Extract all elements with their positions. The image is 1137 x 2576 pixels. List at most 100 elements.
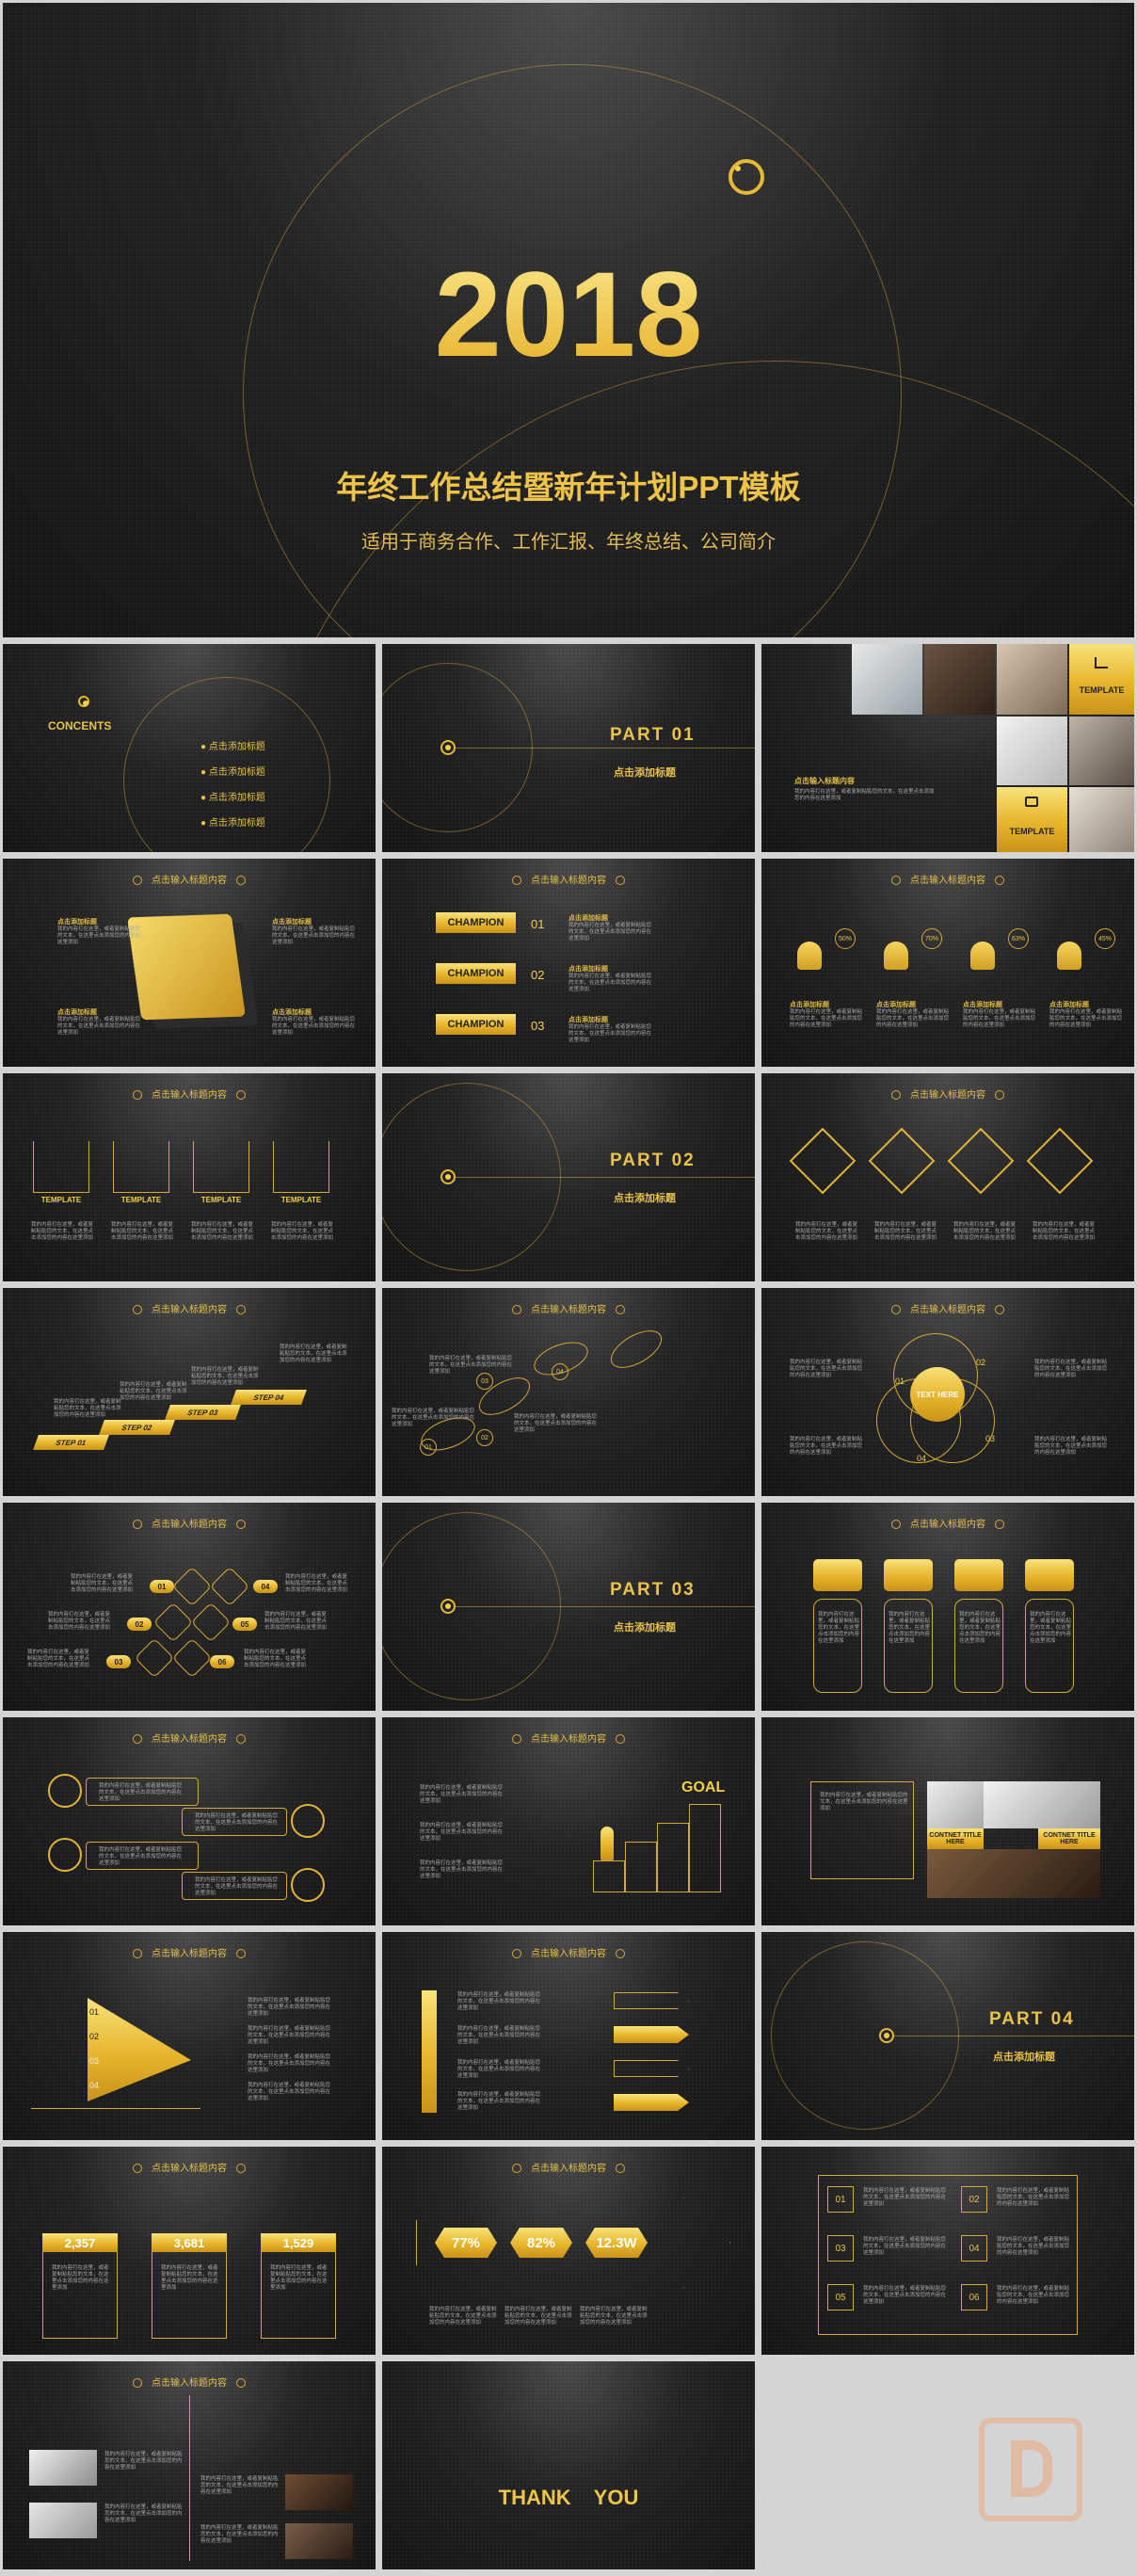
contents-item-3[interactable]: ● 点击添加标题 — [200, 793, 265, 803]
photo-phone — [1069, 716, 1134, 785]
text-body: 我的内容打在这里，或者复制粘贴您的文本，在这里点击添加您的内容在这里添加 — [195, 1813, 279, 1832]
slide-contents[interactable]: CONCENTS ● 点击添加标题 ● 点击添加标题 ● 点击添加标题 ● 点击… — [3, 644, 376, 852]
text-body: 我的内容打在这里，或者复制粘贴您的文本，在这里点击添加您的内容在这里添加 — [790, 1360, 863, 1378]
step-label: STEP 03 — [185, 1408, 220, 1417]
slide-template-photos[interactable]: TEMPLATE TEMPLATE 点击输入标题内容 我的内容打在这里，或者复制… — [761, 644, 1134, 852]
grid-num: 04 — [961, 2235, 987, 2262]
arrow-filled — [614, 2026, 689, 2043]
text-body: 我的内容打在这里，或者复制粘贴您的文本，在这里点击添加您的内容在这里添加 — [191, 1222, 254, 1241]
percent-badge: 45% — [1095, 928, 1115, 949]
text-title: 点击添加标题 — [272, 1009, 312, 1016]
text-body: 我的内容打在这里，或者复制粘贴您的文本，在这里点击添加您的内容在这里添加 — [1049, 1009, 1123, 1028]
slide-part-02[interactable]: PART 02 点击添加标题 — [382, 1073, 755, 1281]
slide-title: 点击输入标题内容 — [382, 1301, 755, 1315]
contents-item-label: 点击添加标题 — [208, 818, 265, 829]
banner — [182, 1872, 287, 1900]
part-dot-icon — [879, 2028, 894, 2043]
photo-tablet — [852, 644, 922, 715]
template-tile-bottom: TEMPLATE — [997, 787, 1067, 852]
target-icon — [813, 1559, 862, 1591]
template-body: 我的内容打在这里，或者复制粘贴您的文本，在这里点击添加您的内容在这里添加 — [794, 789, 935, 801]
text-title: 点击添加标题 — [568, 966, 608, 973]
slide-title: 点击输入标题内容 — [382, 1731, 755, 1745]
text-frame — [810, 1781, 914, 1879]
part-line — [456, 1606, 755, 1607]
arrow-outline — [614, 2060, 689, 2077]
slide-thank-you[interactable]: THANK YOU — [382, 2361, 755, 2569]
arrow-filled — [614, 2094, 689, 2111]
text-body: 我的内容打在这里，或者复制粘贴您的文本，在这里点击添加您的内容在这里添加 — [248, 2083, 331, 2101]
slide-title: 点击输入标题内容 — [3, 872, 376, 886]
contents-item-2[interactable]: ● 点击添加标题 — [200, 767, 265, 778]
contents-item-4[interactable]: ● 点击添加标题 — [200, 818, 265, 829]
text-body: 我的内容打在这里，或者复制粘贴您的文本，在这里点击添加您的内容在这里添加 — [514, 1414, 598, 1433]
part-line — [456, 1177, 755, 1178]
slide-puzzle[interactable]: 点击输入标题内容 点击添加标题 我的内容打在这里，或者复制粘贴您的文本，在这里点… — [3, 859, 376, 1067]
text-body: 我的内容打在这里，或者复制粘贴您的文本，在这里点击添加您的内容在这里添加 — [504, 2307, 572, 2326]
text-body: 我的内容打在这里，或者复制粘贴您的文本，在这里点击添加您的内容在这里添加 — [863, 2237, 947, 2256]
slide-diamonds[interactable]: 点击输入标题内容 我的内容打在这里，或者复制粘贴您的文本，在这里点击添加您的内容… — [761, 1073, 1134, 1281]
hex-stat: 12.3W — [585, 2228, 648, 2258]
slide-steps[interactable]: 点击输入标题内容 STEP 01 STEP 02 STEP 03 STEP 04… — [3, 1288, 376, 1496]
brand-watermark-logo — [979, 2418, 1082, 2521]
text-body: 我的内容打在这里，或者复制粘贴您的文本，在这里点击添加您的内容在这里添加 — [420, 1823, 504, 1842]
grid-num: 05 — [827, 2284, 854, 2310]
slide-arrows-template[interactable]: 点击输入标题内容 TEMPLATE TEMPLATE TEMPLATE TEMP… — [3, 1073, 376, 1281]
text-body: 我的内容打在这里，或者复制粘贴您的文本，在这里点击添加您的内容在这里添加 — [392, 1409, 475, 1427]
stat-frame — [42, 2252, 118, 2339]
slide-pyramid[interactable]: 点击输入标题内容 01 02 03 04 我的内容打在这里，或者复制粘贴您的文本… — [3, 1932, 376, 2140]
slide-number-grid[interactable]: 01 02 03 04 05 06 我的内容打在这里，或者复制粘贴您的文本，在这… — [761, 2147, 1134, 2355]
slide-footprints[interactable]: 点击输入标题内容 01 02 03 04 我的内容打在这里，或者复制粘贴您的文本… — [382, 1288, 755, 1496]
text-body: 我的内容打在这里，或者复制粘贴您的文本，在这里点击添加您的内容在这里添加 — [876, 1009, 950, 1028]
slide-part-03[interactable]: PART 03 点击添加标题 — [382, 1503, 755, 1711]
slide-contnet[interactable]: 我的内容打在这里，或者复制粘贴您的文本，在这里点击添加您的内容在这里添加 CON… — [761, 1717, 1134, 1925]
text-body: 我的内容打在这里，或者复制粘贴您的文本，在这里点击添加您的内容在这里添加 — [953, 1222, 1017, 1241]
text-body: 我的内容打在这里，或者复制粘贴您的文本，在这里点击添加您的内容在这里添加 — [1030, 1612, 1072, 1644]
bulb-icon — [48, 1838, 82, 1872]
percent-badge: 63% — [1008, 928, 1029, 949]
text-title: 点击添加标题 — [568, 1017, 608, 1023]
text-body: 我的内容打在这里，或者复制粘贴您的文本，在这里点击添加您的内容在这里添加 — [104, 2452, 183, 2471]
part-subtitle: 点击添加标题 — [614, 767, 676, 779]
slide-title: 点击输入标题内容 — [3, 2160, 376, 2174]
timeline-line — [189, 2395, 190, 2561]
slide-hex-stats[interactable]: 点击输入标题内容 77% 82% 12.3W 我的内容打在这里，或者复制粘贴您的… — [382, 2147, 755, 2355]
slide-champion[interactable]: 点击输入标题内容 CHAMPION CHAMPION CHAMPION 01 0… — [382, 859, 755, 1067]
template-heading: 点击输入标题内容 — [794, 777, 855, 785]
text-body: 我的内容打在这里，或者复制粘贴您的文本，在这里点击添加您的内容在这里添加 — [285, 1574, 348, 1593]
photo-hands — [1069, 787, 1134, 852]
slide-part-01[interactable]: PART 01 点击添加标题 — [382, 644, 755, 852]
slide-goal[interactable]: 点击输入标题内容 GOAL 我的内容打在这里，或者复制粘贴您的文本，在这里点击添… — [382, 1717, 755, 1925]
column-box — [884, 1599, 933, 1693]
template-tile-label: TEMPLATE — [1009, 827, 1055, 836]
cover-slide[interactable]: 2018 年终工作总结暨新年计划PPT模板 适用于商务合作、工作汇报、年终总结、… — [3, 3, 1134, 637]
slide-hex-banners[interactable]: 点击输入标题内容 我的内容打在这里，或者复制粘贴您的文本，在这里点击添加您的内容… — [3, 1717, 376, 1925]
slide-timeline-photos[interactable]: 点击输入标题内容 我的内容打在这里，或者复制粘贴您的文本，在这里点击添加您的内容… — [3, 2361, 376, 2569]
part-subtitle: 点击添加标题 — [614, 1193, 676, 1204]
contents-item-1[interactable]: ● 点击添加标题 — [200, 742, 265, 752]
slide-venn[interactable]: 点击输入标题内容 TEXT HERE 01 02 03 04 我的内容打在这里，… — [761, 1288, 1134, 1496]
slide-stats[interactable]: 点击输入标题内容 2,357 3,681 1,529 我的内容打在这里，或者复制… — [3, 2147, 376, 2355]
thank-you-text: THANK YOU — [498, 2486, 639, 2509]
slide-hexagons[interactable]: 点击输入标题内容 01 02 03 04 05 06 我的内容打在这里，或者复制… — [3, 1503, 376, 1711]
contents-heading: CONCENTS — [48, 719, 112, 733]
step-block: STEP 01 — [33, 1435, 109, 1450]
champion-num: 03 — [531, 1019, 545, 1033]
pyramid-num: 03 — [89, 2056, 100, 2066]
pyramid-num: 01 — [89, 2007, 100, 2017]
text-body: 我的内容打在这里，或者复制粘贴您的文本，在这里点击添加您的内容在这里添加 — [99, 1847, 183, 1866]
part-label: PART 01 — [610, 725, 696, 745]
text-body: 我的内容打在这里，或者复制粘贴您的文本，在这里点击添加您的内容在这里添加 — [1033, 1222, 1096, 1241]
arrow-outline — [614, 1992, 689, 2009]
arrow-house-1 — [33, 1141, 89, 1193]
text-title: 点击添加标题 — [57, 1009, 97, 1016]
slide-part-04[interactable]: PART 04 点击添加标题 — [761, 1932, 1134, 2140]
step-label: STEP 04 — [251, 1393, 286, 1402]
slide-icon-columns[interactable]: 点击输入标题内容 我的内容打在这里，或者复制粘贴您的文本，在这里点击添加您的内容… — [761, 1503, 1134, 1711]
contnet-badge: CONTNET TITLE HERE — [1038, 1828, 1100, 1849]
chat-icon — [1025, 797, 1038, 807]
slide-people-percent[interactable]: 点击输入标题内容 50% 70% 63% 45% 点击添加标题 我的内容打在这里… — [761, 859, 1134, 1067]
text-body: 我的内容打在这里，或者复制粘贴您的文本，在这里点击添加您的内容在这里添加 — [1034, 1360, 1108, 1378]
text-body: 我的内容打在这里，或者复制粘贴您的文本，在这里点击添加您的内容在这里添加 — [818, 1612, 860, 1644]
slide-arrow-list[interactable]: 点击输入标题内容 我的内容打在这里，或者复制粘贴您的文本，在这里点击添加您的内容… — [382, 1932, 755, 2140]
